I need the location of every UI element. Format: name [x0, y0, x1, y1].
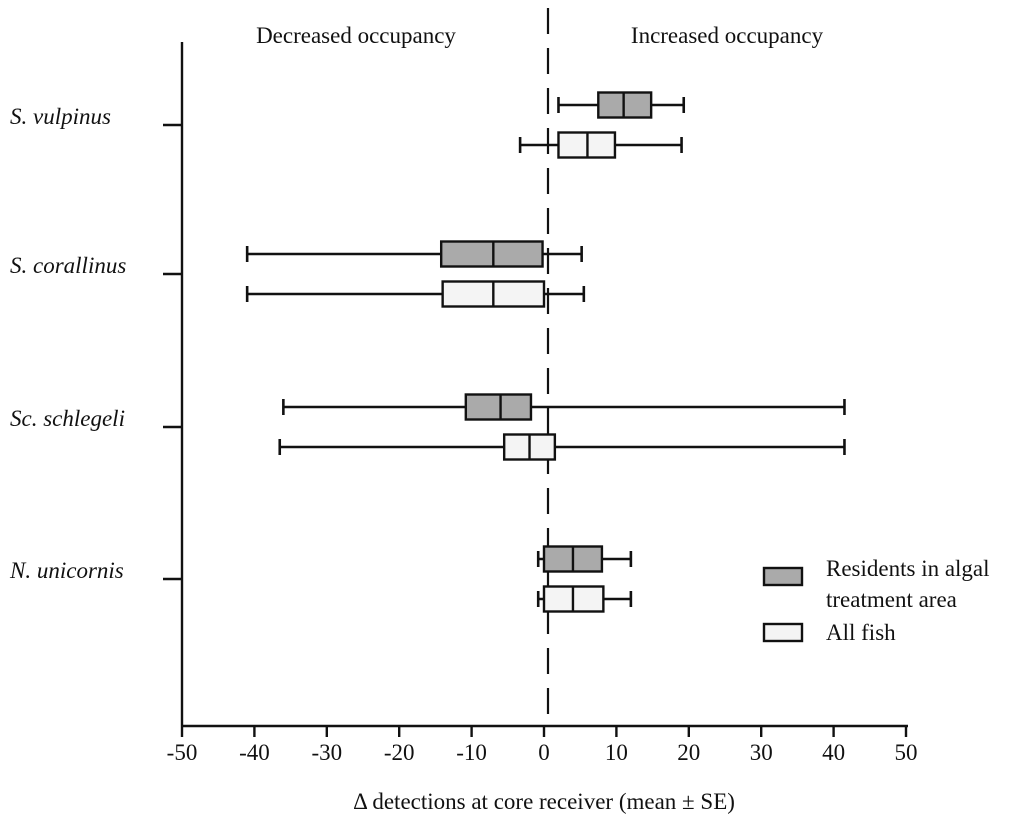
legend-swatch-all-fish — [762, 622, 804, 643]
box-s-corallinus-residents — [245, 240, 583, 268]
x-tick-label: -50 — [167, 740, 198, 765]
x-tick-label: -20 — [384, 740, 415, 765]
x-tick-label: 50 — [895, 740, 918, 765]
legend-label-all-fish: All fish — [826, 620, 896, 645]
box-n-unicornis-residents — [536, 545, 633, 573]
x-tick-label: -10 — [456, 740, 487, 765]
box-series — [245, 91, 846, 613]
legend-swatch-residents — [762, 566, 804, 587]
box-n-unicornis-all-fish — [536, 585, 633, 613]
category-labels: S. vulpinus S. corallinus Sc. schlegeli N. … — [9, 104, 126, 583]
legend-label-residents-line1: Residents in algal — [826, 556, 990, 581]
category-label-sc-schlegeli: Sc. schlegeli — [10, 406, 125, 431]
legend: Residents in algal treatment area All fi… — [762, 556, 990, 645]
category-label-s-corallinus: S. corallinus — [10, 253, 126, 278]
region-label-increased: Increased occupancy — [631, 23, 824, 48]
x-tick-label: -30 — [311, 740, 342, 765]
category-label-s-vulpinus: S. vulpinus — [10, 104, 111, 129]
y-ticks — [163, 123, 182, 581]
x-tick-label: 10 — [605, 740, 628, 765]
x-tick-label: 0 — [538, 740, 550, 765]
region-label-decreased: Decreased occupancy — [256, 23, 456, 48]
box-s-corallinus-all-fish — [245, 280, 586, 308]
legend-label-residents-line2: treatment area — [826, 587, 957, 612]
iqr-box — [464, 393, 533, 421]
x-tick-label: 30 — [750, 740, 773, 765]
x-tick-label: -40 — [239, 740, 270, 765]
x-axis-title: Δ detections at core receiver (mean ± SE… — [353, 789, 735, 814]
box-sc-schlegeli-all-fish — [278, 433, 846, 461]
iqr-box — [439, 240, 544, 268]
x-tick-label: 20 — [677, 740, 700, 765]
x-ticks: -50 -40 -30 -20 -10 0 10 20 30 40 50 — [167, 726, 918, 765]
box-s-vulpinus-all-fish — [518, 131, 683, 159]
x-tick-label: 40 — [822, 740, 845, 765]
box-sc-schlegeli-residents — [282, 393, 846, 421]
box-s-vulpinus-residents — [557, 91, 686, 119]
category-label-n-unicornis: N. unicornis — [9, 558, 124, 583]
